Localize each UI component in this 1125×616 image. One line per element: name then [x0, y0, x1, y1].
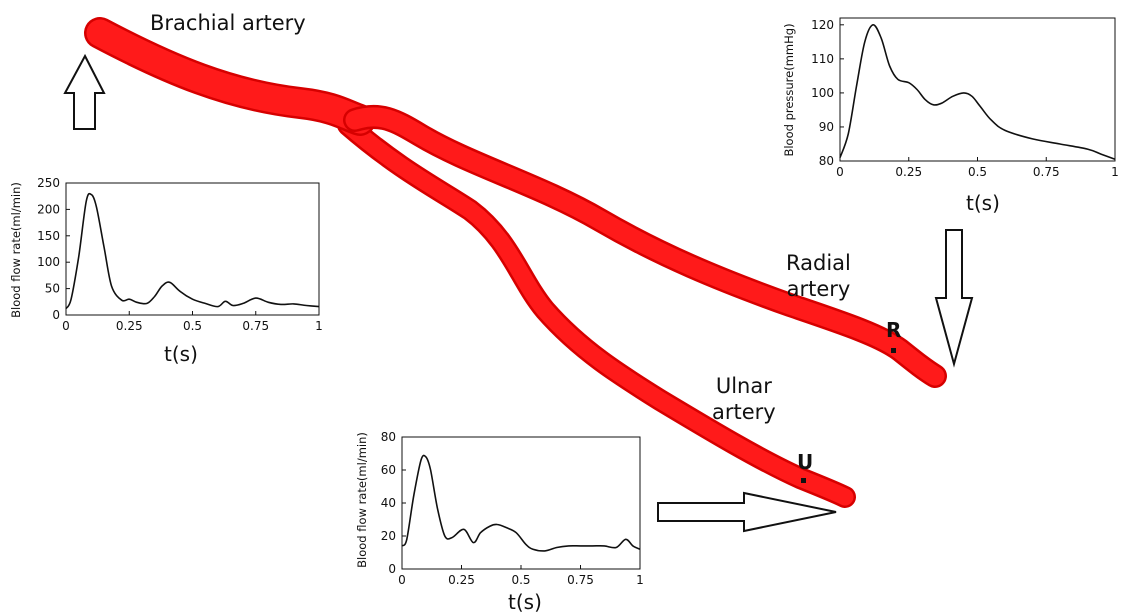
brachial-flow-curve	[65, 192, 320, 310]
ulnar-flow-curve	[401, 454, 641, 552]
ulnar_flow-ytick-label: 40	[381, 496, 396, 510]
brachial-artery-label: Brachial artery	[150, 11, 306, 35]
pressure-xtick-label: 0.5	[968, 165, 987, 179]
brachial_flow-ytick-label: 50	[45, 282, 60, 296]
radial-point-label: R	[886, 318, 902, 342]
pressure-ytick-label: 110	[811, 52, 834, 66]
ulnar-label-line1: Ulnar	[715, 374, 772, 398]
brachial_flow-ytick-label: 150	[37, 229, 60, 243]
ulnar-ylabel: Blood flow rate(ml/min)	[355, 432, 369, 568]
ulnar-flow-chart: Blood flow rate(ml/min) 0 0.25 0.5 0.75 1 0 20…	[355, 430, 644, 587]
radial-label-line2: artery	[786, 277, 851, 301]
brachial_flow-xtick-label: 0.5	[183, 319, 202, 333]
pressure-xlabel: t(s)	[966, 191, 1000, 215]
pressure-xtick-label: 0.25	[895, 165, 922, 179]
pressure-xtick-label: 0.75	[1033, 165, 1060, 179]
ulnar-artery-label: Ulnar artery	[712, 373, 776, 425]
brachial_flow-xtick-label: 1	[315, 319, 323, 333]
ulnar_flow-xtick-label: 1	[636, 573, 644, 587]
pressure-ytick-label: 100	[811, 86, 834, 100]
ulnar_flow-ytick-label: 60	[381, 463, 396, 477]
ulnar_flow-ytick-label: 20	[381, 529, 396, 543]
brachial_flow-ytick-label: 250	[37, 176, 60, 190]
ulnar_flow-xtick-label: 0.25	[448, 573, 475, 587]
blood-pressure-chart: Blood pressure(mmHg) 0 0.25 0.5 0.75 1 80 90 10…	[782, 17, 1119, 179]
brachial_flow-ytick-label: 100	[37, 255, 60, 269]
pressure-plot-frame	[839, 17, 1116, 162]
pressure-xtick-label: 1	[1111, 165, 1119, 179]
ulnar_flow-xtick-label: 0	[398, 573, 406, 587]
brachial-ylabel: Blood flow rate(ml/min)	[9, 182, 23, 318]
brachial_flow-xtick-label: 0.25	[116, 319, 143, 333]
ulnar_flow-xtick-label: 0.75	[567, 573, 594, 587]
ulnar-plot-frame	[401, 436, 641, 570]
radial-measure-point	[891, 348, 896, 353]
ulnar-label-line2: artery	[712, 400, 776, 424]
brachial-xlabel: t(s)	[164, 342, 198, 366]
brachial_flow-ytick-label: 0	[52, 308, 60, 322]
ulnar_flow-ytick-label: 0	[388, 562, 396, 576]
outflow-arrow-down-radial	[934, 229, 974, 368]
radial-label-line1: Radial	[786, 251, 851, 275]
inflow-arrow-up	[63, 53, 106, 130]
outflow-arrow-right-ulnar	[657, 491, 837, 533]
brachial-flow-chart: Blood flow rate(ml/min) 0 0.25 0.5 0.75 1 0 50…	[9, 176, 323, 333]
ulnar_flow-ytick-label: 80	[381, 430, 396, 444]
brachial_flow-ytick-label: 200	[37, 202, 60, 216]
brachial_flow-xtick-label: 0	[62, 319, 70, 333]
pressure-ytick-label: 80	[819, 154, 834, 168]
pressure-xtick-label: 0	[836, 165, 844, 179]
pressure-ytick-label: 90	[819, 120, 834, 134]
pressure-ytick-label: 120	[811, 18, 834, 32]
radial-artery-label: Radial artery	[786, 250, 851, 302]
ulnar-xlabel: t(s)	[508, 590, 542, 614]
pressure-curve	[839, 24, 1116, 161]
ulnar_flow-xtick-label: 0.5	[511, 573, 530, 587]
pressure-ylabel: Blood pressure(mmHg)	[782, 23, 796, 156]
brachial_flow-xtick-label: 0.75	[242, 319, 269, 333]
artery-tree	[84, 17, 947, 508]
ulnar-measure-point	[801, 478, 806, 483]
ulnar-point-label: U	[797, 450, 814, 474]
